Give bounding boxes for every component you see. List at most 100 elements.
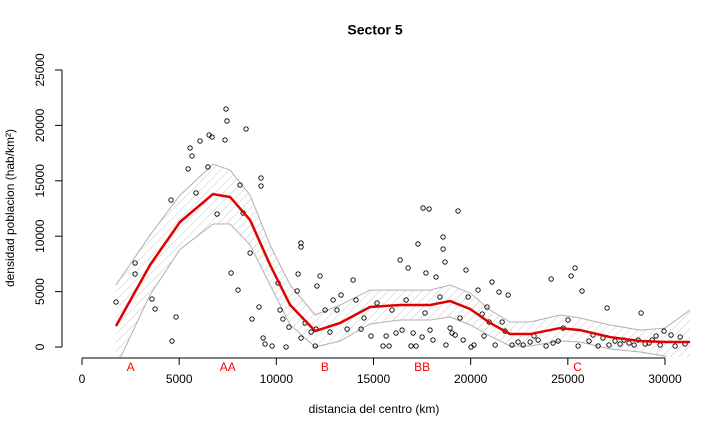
data-point [520, 342, 526, 348]
data-point [247, 250, 253, 256]
data-point [386, 343, 392, 349]
plot-area [113, 106, 691, 357]
data-point [568, 273, 574, 279]
data-point [463, 267, 469, 273]
data-point [653, 333, 659, 339]
data-point [452, 332, 458, 338]
data-point [579, 288, 585, 294]
data-point [295, 271, 301, 277]
data-point [368, 333, 374, 339]
y-tick-label: 15000 [33, 164, 47, 198]
data-point [595, 343, 601, 349]
data-point [626, 340, 632, 346]
data-point [258, 175, 264, 181]
data-point [548, 276, 554, 282]
data-point [677, 334, 683, 340]
data-point [262, 341, 268, 347]
x-tick-label: 25000 [551, 372, 585, 386]
annotation: AA [220, 360, 236, 374]
data-point [353, 297, 359, 303]
data-point [197, 138, 203, 144]
data-point [408, 343, 414, 349]
data-point [399, 327, 405, 333]
data-point [427, 327, 433, 333]
data-point [397, 257, 403, 263]
data-point [440, 246, 446, 252]
data-point [403, 297, 409, 303]
y-tick-label: 25000 [33, 53, 47, 87]
data-point [260, 335, 266, 341]
data-point [286, 324, 292, 330]
data-point [505, 292, 511, 298]
data-point [509, 342, 515, 348]
data-point [423, 270, 429, 276]
data-point [149, 296, 155, 302]
data-point [223, 106, 229, 112]
x-tick-label: 0 [79, 372, 86, 386]
data-point [280, 316, 286, 322]
data-point [672, 343, 678, 349]
x-tick-label: 10000 [260, 372, 294, 386]
data-point [535, 337, 541, 343]
data-point [298, 335, 304, 341]
data-point [322, 307, 328, 313]
data-point [515, 339, 521, 345]
data-point [249, 316, 255, 322]
data-point [419, 334, 425, 340]
data-point [243, 126, 249, 132]
data-point [209, 134, 215, 140]
annotation: A [127, 360, 135, 374]
data-point [193, 190, 199, 196]
data-point [283, 344, 289, 350]
data-point [447, 325, 453, 331]
data-point [415, 241, 421, 247]
data-point [575, 343, 581, 349]
data-point [277, 307, 283, 313]
data-point [413, 343, 419, 349]
data-point [492, 342, 498, 348]
data-point [350, 277, 356, 283]
data-point [317, 273, 323, 279]
data-point [269, 343, 275, 349]
data-point [410, 330, 416, 336]
data-point [422, 310, 428, 316]
confidence-band [116, 164, 691, 357]
data-point [405, 265, 411, 271]
data-point [471, 342, 477, 348]
data-point [460, 337, 466, 343]
data-point [420, 205, 426, 211]
x-tick-label: 15000 [357, 372, 391, 386]
data-point [173, 314, 179, 320]
data-point [638, 310, 644, 316]
annotation: C [573, 360, 582, 374]
data-point [433, 274, 439, 280]
annotation: BB [414, 360, 430, 374]
data-point [294, 288, 300, 294]
data-point [224, 118, 230, 124]
data-point [455, 208, 461, 214]
band-lower [120, 223, 668, 357]
data-point [185, 166, 191, 172]
data-point [543, 343, 549, 349]
data-point [437, 294, 443, 300]
y-tick-label: 5000 [33, 278, 47, 305]
data-point [258, 183, 264, 189]
data-point [440, 234, 446, 240]
x-tick-label: 30000 [648, 372, 682, 386]
data-point [228, 270, 234, 276]
data-point [457, 315, 463, 321]
data-point [374, 300, 380, 306]
y-axis-title: densidad poblacion (hab/km²) [3, 129, 17, 287]
data-point [152, 306, 158, 312]
data-point [380, 343, 386, 349]
data-point [443, 342, 449, 348]
smooth-line [114, 192, 691, 344]
data-point [426, 206, 432, 212]
data-point [527, 339, 533, 345]
data-point [222, 137, 228, 143]
data-point [499, 319, 505, 325]
data-point [168, 197, 174, 203]
data-point [617, 341, 623, 347]
data-point [393, 330, 399, 336]
